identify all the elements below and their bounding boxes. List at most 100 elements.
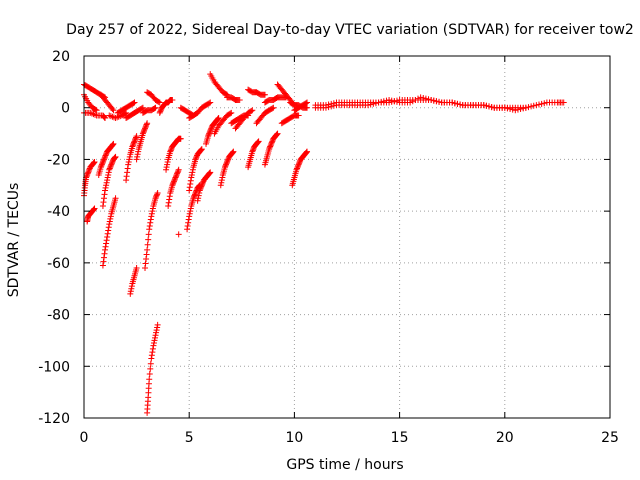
data-point [206, 100, 213, 107]
data-point [112, 153, 119, 160]
data-point [189, 166, 196, 173]
data-point [207, 99, 214, 106]
data-point [415, 95, 422, 102]
data-point [187, 208, 194, 215]
x-tick-label: 10 [285, 430, 303, 446]
data-point [504, 105, 511, 112]
data-point [133, 133, 140, 140]
data-point [93, 107, 100, 114]
data-point [206, 129, 213, 136]
series-arc-n [123, 104, 146, 122]
data-point [236, 96, 243, 103]
series-arc-t [156, 96, 176, 116]
data-point [101, 155, 108, 162]
data-point [112, 154, 119, 161]
data-point [144, 241, 151, 248]
data-point [84, 170, 91, 177]
data-point [100, 157, 107, 164]
data-point [154, 321, 161, 328]
data-point [269, 138, 276, 145]
series-arc-h [99, 195, 119, 269]
series-arc-d [81, 91, 100, 114]
data-point [143, 122, 150, 129]
data-point [100, 195, 107, 202]
data-point [166, 193, 173, 200]
data-point [451, 100, 458, 107]
data-point [85, 168, 92, 175]
data-point [154, 190, 161, 197]
data-point [189, 169, 196, 176]
data-point [488, 104, 495, 111]
data-point [303, 149, 310, 156]
data-point [127, 290, 134, 297]
data-point [274, 131, 281, 138]
data-point [131, 138, 138, 145]
data-point [105, 227, 112, 234]
y-tick-label: -100 [38, 359, 70, 375]
data-point [196, 190, 203, 197]
data-point [409, 98, 416, 105]
series-arc-ai [228, 112, 252, 127]
data-point [195, 195, 202, 202]
data-point [131, 99, 138, 106]
data-point [103, 151, 110, 158]
data-point [157, 107, 164, 114]
series-arc-g [99, 153, 119, 209]
data-point [155, 98, 162, 105]
data-point [108, 161, 115, 168]
data-point [109, 141, 116, 148]
data-point [108, 160, 115, 167]
y-tick-label: -80 [47, 308, 70, 324]
data-point [514, 106, 521, 113]
data-point [483, 102, 490, 109]
data-point [207, 126, 214, 133]
data-point [249, 107, 256, 114]
data-point [433, 98, 440, 105]
series-arc-ag [224, 94, 243, 103]
data-point [302, 149, 309, 156]
data-point [103, 182, 110, 189]
x-axis-label: GPS time / hours [286, 457, 403, 473]
series-arc-as [287, 99, 311, 111]
data-point [420, 95, 427, 102]
data-point [85, 169, 92, 176]
data-point [520, 105, 527, 112]
data-point [541, 100, 548, 107]
data-point [218, 179, 225, 186]
data-point [129, 143, 136, 150]
data-point [174, 170, 181, 177]
data-point [195, 192, 202, 199]
data-point [104, 174, 111, 181]
y-tick-label: -40 [47, 204, 70, 220]
chart-title: Day 257 of 2022, Sidereal Day-to-day VTE… [66, 22, 634, 38]
data-point [170, 178, 177, 185]
data-point [267, 143, 274, 150]
data-point [163, 164, 170, 171]
data-point [130, 100, 137, 107]
series-arc-k [114, 99, 138, 116]
data-point [207, 169, 214, 176]
data-point [186, 213, 193, 220]
data-point [480, 102, 487, 109]
data-point [175, 166, 182, 173]
series-arc-ab [194, 169, 214, 204]
data-point [169, 96, 176, 103]
data-point [184, 223, 191, 230]
data-point [141, 126, 148, 133]
data-point [146, 223, 153, 230]
data-point [425, 96, 432, 103]
data-point [123, 109, 130, 116]
data-point [295, 161, 302, 168]
data-point [125, 161, 132, 168]
data-point [197, 186, 204, 193]
data-point [198, 146, 205, 153]
data-point [407, 99, 414, 106]
data-point [197, 184, 204, 191]
data-point [105, 171, 112, 178]
data-point [266, 146, 273, 153]
data-point [99, 159, 106, 166]
series-arc-i [97, 91, 117, 114]
data-point [190, 193, 197, 200]
series-arc-f [95, 140, 117, 178]
